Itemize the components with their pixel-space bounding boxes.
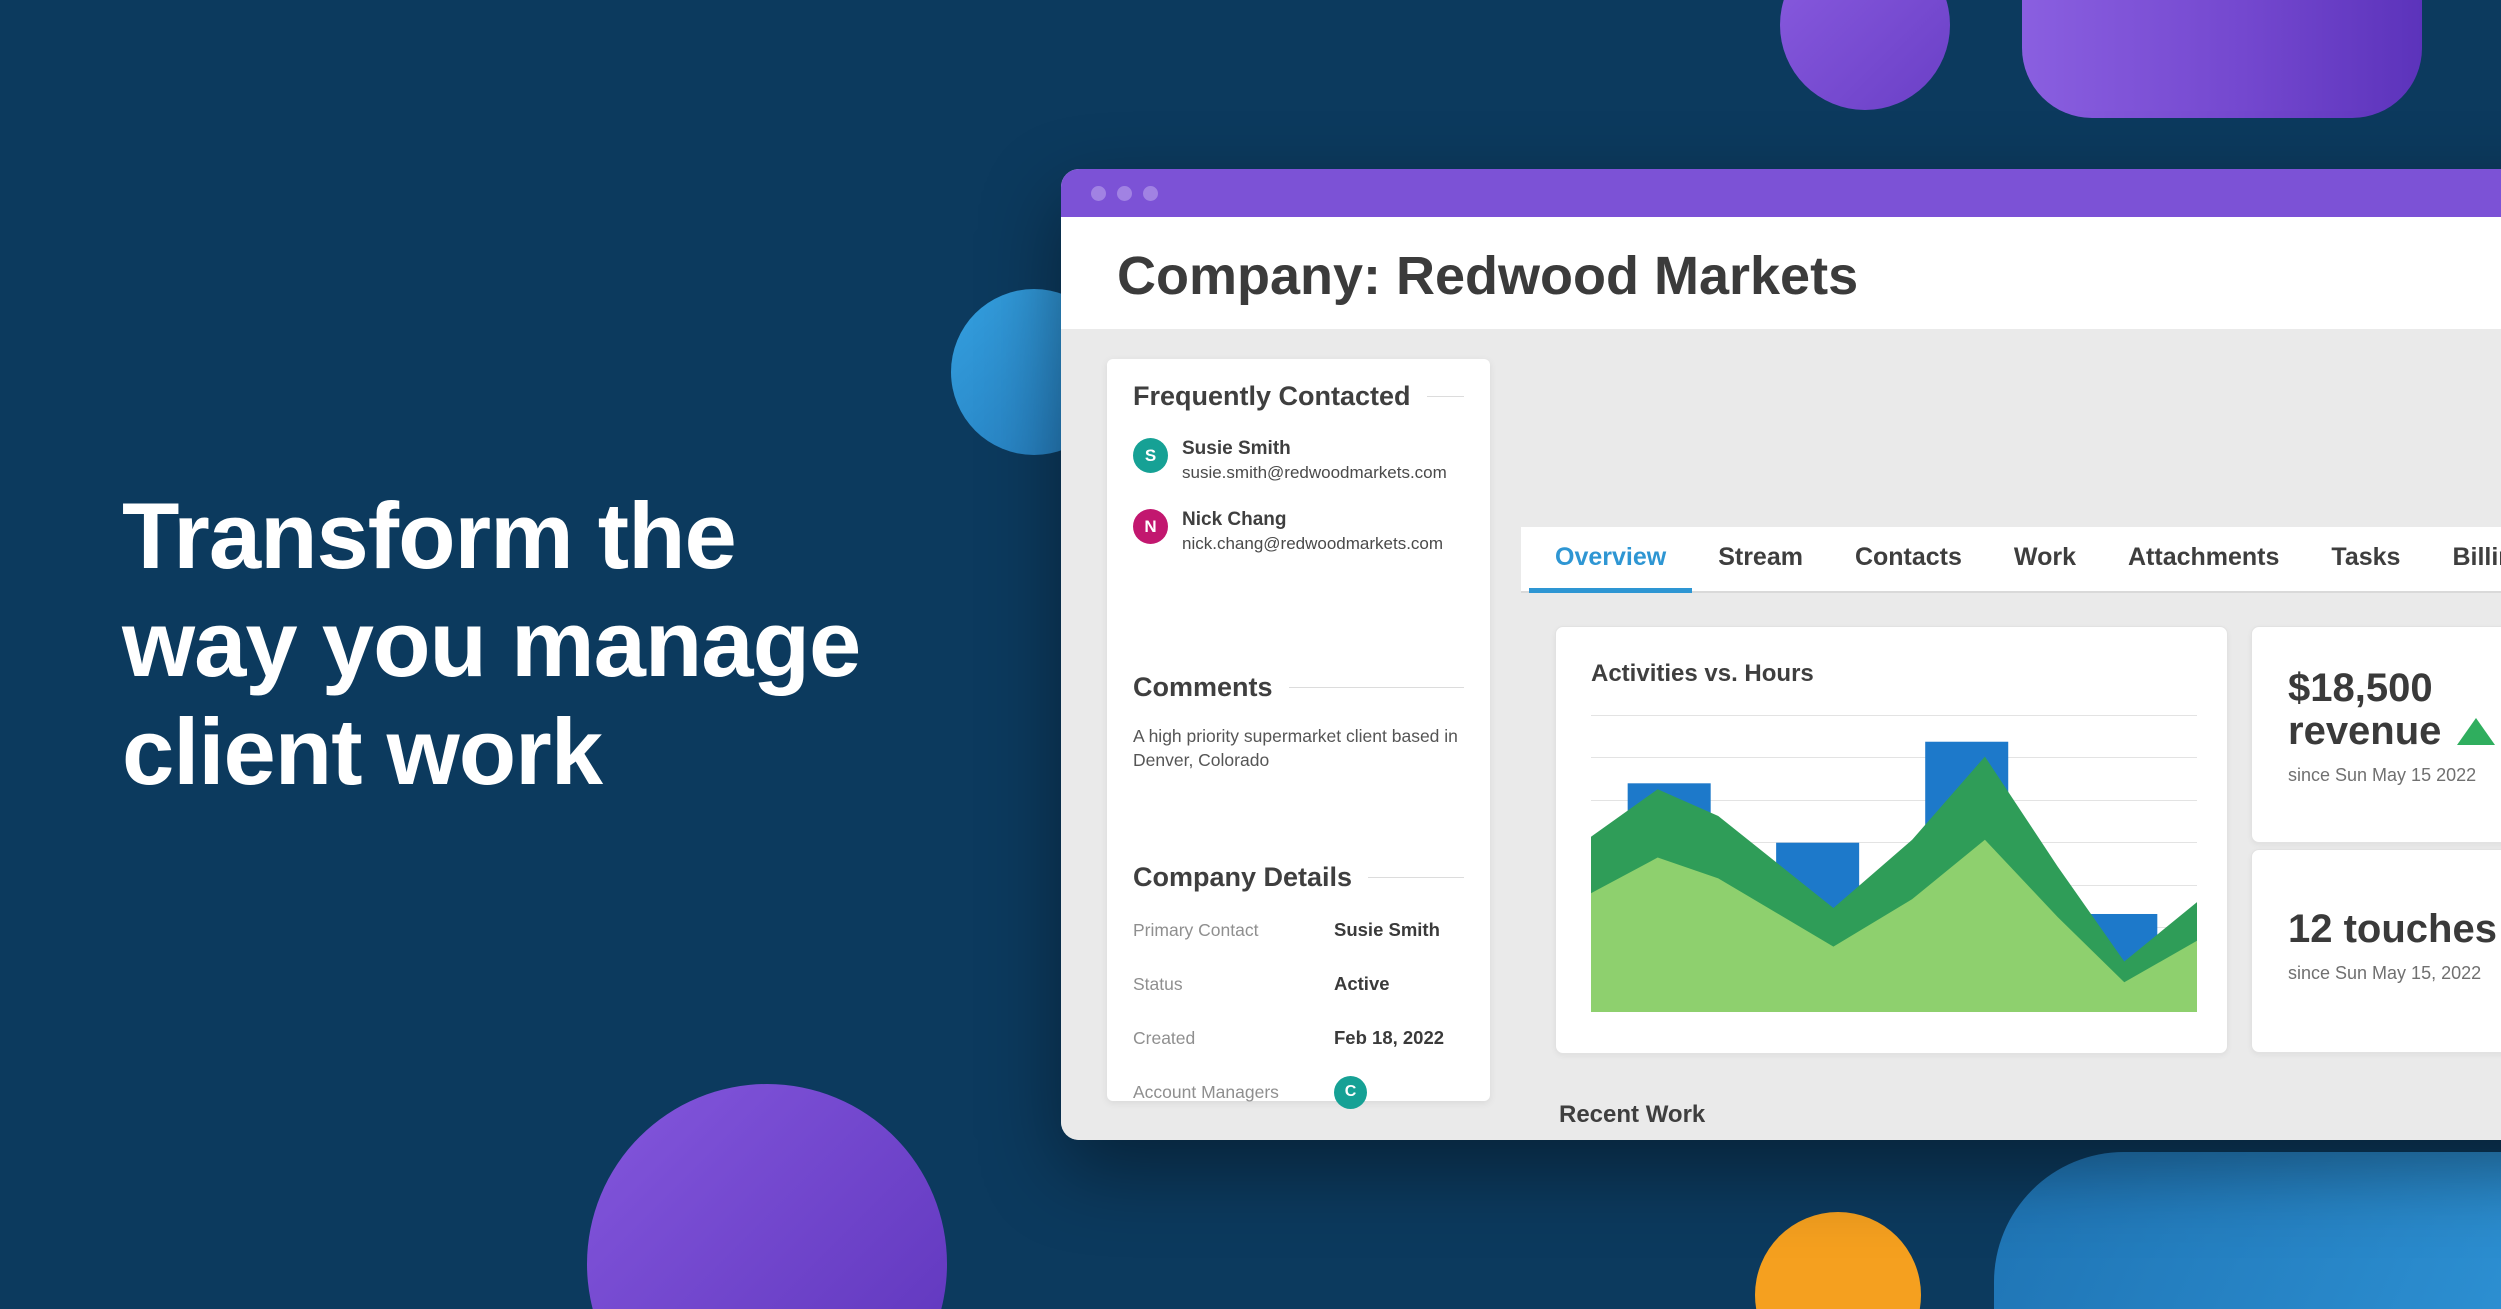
hero-heading-line: way you manage xyxy=(122,591,861,697)
window-dot xyxy=(1091,186,1106,201)
detail-value: Feb 18, 2022 xyxy=(1334,1027,1445,1048)
tab-work[interactable]: Work xyxy=(2013,543,2076,571)
tab-billing[interactable]: Billing xyxy=(2452,543,2501,571)
touches-stat-card: 12 touches since Sun May 15, 2022 xyxy=(2251,849,2501,1053)
window-titlebar xyxy=(1061,169,2501,217)
decor-circle-orange xyxy=(1755,1212,1921,1309)
comments-text: A high priority supermarket client based… xyxy=(1133,726,1458,770)
tab-contacts[interactable]: Contacts xyxy=(1854,543,1962,571)
hero-heading: Transform the way you manage client work xyxy=(122,482,861,806)
contact-email: nick.chang@redwoodmarkets.com xyxy=(1182,534,1444,553)
detail-label: Status xyxy=(1133,973,1183,994)
activities-card-title: Activities vs. Hours xyxy=(1591,660,1814,687)
decor-rect-blue-bottom-right xyxy=(1994,1152,2501,1309)
contact-avatar: S xyxy=(1133,438,1168,473)
company-details-heading: Company Details xyxy=(1133,862,1464,893)
frequently-contacted-heading: Frequently Contacted xyxy=(1133,381,1464,412)
contact-name: Susie Smith xyxy=(1182,438,1291,459)
tabs-strip: Overview Stream Contacts Work Attachment… xyxy=(1521,527,2501,593)
contact-name: Nick Chang xyxy=(1182,509,1287,530)
contact-avatar: N xyxy=(1133,509,1168,544)
contact-email: susie.smith@redwoodmarkets.com xyxy=(1182,463,1447,482)
recent-work-heading: Recent Work xyxy=(1559,1101,1706,1128)
revenue-stat-card: $18,500 revenue since Sun May 15 2022 xyxy=(2251,626,2501,843)
section-heading-label: Frequently Contacted xyxy=(1133,381,1411,411)
sidebar-card: Frequently Contacted S Susie Smith susie… xyxy=(1107,359,1490,1109)
tab-attachments[interactable]: Attachments xyxy=(2127,543,2280,571)
detail-value: Susie Smith xyxy=(1334,919,1440,940)
tab-overview[interactable]: Overview xyxy=(1529,527,1693,593)
comments-heading: Comments xyxy=(1133,672,1464,703)
detail-label: Account Managers xyxy=(1133,1081,1279,1102)
app-window: Company: Redwood Markets Frequently Cont… xyxy=(1061,169,2501,1140)
contact-row[interactable]: S Susie Smith susie.smith@redwoodmarkets… xyxy=(1133,438,1464,483)
detail-label: Created xyxy=(1133,1027,1196,1048)
account-manager-avatar: C xyxy=(1334,1075,1367,1109)
revenue-label-row: revenue xyxy=(2288,709,2501,754)
window-dot xyxy=(1143,186,1158,201)
window-header: Company: Redwood Markets xyxy=(1061,217,2501,329)
company-details-section: Company Details Primary Contact Susie Sm… xyxy=(1133,862,1464,1109)
frequently-contacted-section: Frequently Contacted S Susie Smith susie… xyxy=(1133,381,1464,554)
contact-info: Susie Smith susie.smith@redwoodmarkets.c… xyxy=(1182,438,1447,483)
decor-circle-purple-bottom-left xyxy=(587,1084,947,1309)
touches-caption: since Sun May 15, 2022 xyxy=(2288,963,2482,984)
contact-info: Nick Chang nick.chang@redwoodmarkets.com xyxy=(1182,509,1443,554)
trend-up-icon xyxy=(2457,718,2496,746)
decor-circle-purple-top xyxy=(1780,0,1950,110)
window-content: Frequently Contacted S Susie Smith susie… xyxy=(1061,329,2501,1140)
detail-row: Account Managers C xyxy=(1133,1075,1464,1109)
page-title: Company: Redwood Markets xyxy=(1117,246,1859,306)
detail-row: Primary Contact Susie Smith xyxy=(1133,913,1464,947)
window-dot xyxy=(1117,186,1132,201)
revenue-caption: since Sun May 15 2022 xyxy=(2288,765,2477,786)
touches-value: 12 touches xyxy=(2288,907,2497,951)
detail-label: Primary Contact xyxy=(1133,919,1259,940)
activities-card: Activities vs. Hours xyxy=(1555,626,2228,1054)
tab-stream[interactable]: Stream xyxy=(1718,543,1803,571)
activities-chart xyxy=(1591,715,2197,1012)
contact-row[interactable]: N Nick Chang nick.chang@redwoodmarkets.c… xyxy=(1133,509,1464,554)
section-heading-label: Company Details xyxy=(1133,862,1353,892)
hero-heading-line: Transform the xyxy=(122,483,737,588)
comments-section: Comments A high priority supermarket cli… xyxy=(1133,672,1464,772)
hero-heading-line: client work xyxy=(122,699,603,805)
detail-row: Status Active xyxy=(1133,967,1464,1001)
section-heading-label: Comments xyxy=(1133,672,1273,702)
tab-tasks[interactable]: Tasks xyxy=(2331,543,2401,571)
detail-value: Active xyxy=(1334,973,1390,994)
revenue-value: $18,500 xyxy=(2288,666,2433,710)
decor-pill-purple-top-right xyxy=(2022,0,2422,118)
detail-row: Created Feb 18, 2022 xyxy=(1133,1021,1464,1055)
revenue-label: revenue xyxy=(2288,709,2442,754)
